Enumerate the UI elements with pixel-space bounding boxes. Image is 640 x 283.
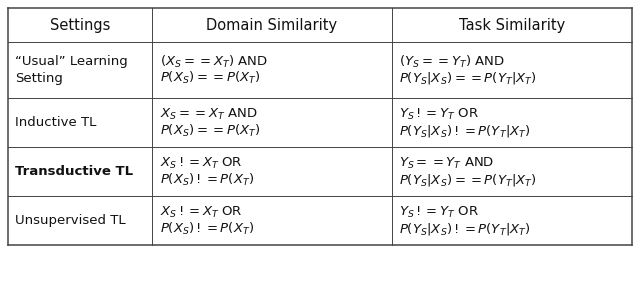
Text: Transductive TL: Transductive TL — [15, 166, 134, 178]
Text: Inductive TL: Inductive TL — [15, 117, 97, 129]
Text: $P(Y_S|X_S) == P(Y_T|X_T)$: $P(Y_S|X_S) == P(Y_T|X_T)$ — [399, 172, 537, 188]
Text: $P(X_S) == P(X_T)$: $P(X_S) == P(X_T)$ — [160, 70, 260, 86]
Text: $P(Y_S|X_S)\,!= P(Y_T|X_T)$: $P(Y_S|X_S)\,!= P(Y_T|X_T)$ — [399, 221, 531, 237]
Text: $Y_S\,!= Y_T$ OR: $Y_S\,!= Y_T$ OR — [399, 205, 479, 220]
Text: Task Similarity: Task Similarity — [459, 18, 565, 33]
Text: $P(Y_S|X_S)\,!= P(Y_T|X_T)$: $P(Y_S|X_S)\,!= P(Y_T|X_T)$ — [399, 123, 531, 139]
Text: $Y_S\,!= Y_T$ OR: $Y_S\,!= Y_T$ OR — [399, 107, 479, 122]
Text: $(Y_S == Y_T)$ AND: $(Y_S == Y_T)$ AND — [399, 54, 505, 70]
Text: $Y_S == Y_T$ AND: $Y_S == Y_T$ AND — [399, 156, 495, 171]
Text: $(X_S == X_T)$ AND: $(X_S == X_T)$ AND — [160, 54, 268, 70]
Text: $X_S\,!= X_T$ OR: $X_S\,!= X_T$ OR — [160, 156, 243, 171]
Text: $P(Y_S|X_S) == P(Y_T|X_T)$: $P(Y_S|X_S) == P(Y_T|X_T)$ — [399, 70, 537, 86]
Text: “Usual” Learning: “Usual” Learning — [15, 55, 128, 68]
Text: $X_S == X_T$ AND: $X_S == X_T$ AND — [160, 107, 258, 122]
Text: $X_S\,!= X_T$ OR: $X_S\,!= X_T$ OR — [160, 205, 243, 220]
Text: $P(X_S)\,!= P(X_T)$: $P(X_S)\,!= P(X_T)$ — [160, 221, 254, 237]
Text: $P(X_S)\,!= P(X_T)$: $P(X_S)\,!= P(X_T)$ — [160, 172, 254, 188]
Text: Unsupervised TL: Unsupervised TL — [15, 215, 126, 227]
Text: Settings: Settings — [50, 18, 110, 33]
Text: Setting: Setting — [15, 72, 63, 85]
Text: $P(X_S) == P(X_T)$: $P(X_S) == P(X_T)$ — [160, 123, 260, 139]
Text: Domain Similarity: Domain Similarity — [207, 18, 337, 33]
